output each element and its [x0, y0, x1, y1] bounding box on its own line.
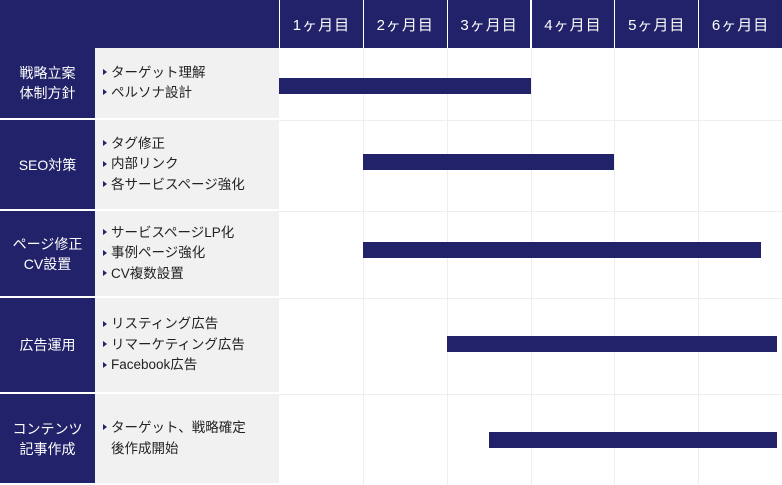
timeline-bar [362, 242, 762, 258]
grid-line-horizontal [279, 298, 782, 299]
triangle-bullet-icon [103, 320, 107, 327]
grid-line-horizontal [279, 211, 782, 212]
task-item: 内部リンク [103, 154, 279, 175]
phase-label: 広告運用 [0, 298, 95, 394]
task-item: Facebook広告 [103, 355, 279, 376]
triangle-bullet-icon [103, 140, 107, 147]
task-text: リマーケティング広告 [111, 336, 245, 352]
timeline-bar [279, 78, 531, 94]
triangle-bullet-icon [103, 229, 107, 236]
task-item: 事例ページ強化 [103, 243, 279, 264]
task-list: ターゲット、戦略確定 後作成開始 [95, 394, 279, 485]
task-text: Facebook広告 [111, 357, 198, 373]
task-item: CV複数設置 [103, 264, 279, 285]
task-list: リスティング広告リマーケティング広告 Facebook広告 [95, 298, 279, 394]
task-text: ペルソナ設計 [111, 85, 192, 100]
phase-label: 戦略立案 体制方針 [0, 48, 95, 120]
triangle-bullet-icon [103, 249, 107, 256]
task-text: 後作成開始 [111, 440, 179, 456]
triangle-bullet-icon [103, 270, 107, 277]
task-text: タグ修正 [111, 135, 165, 151]
triangle-bullet-icon [103, 181, 107, 188]
phase-label: コンテンツ 記事作成 [0, 394, 95, 485]
triangle-bullet-icon [103, 68, 107, 75]
task-item: ペルソナ設計 [103, 83, 279, 104]
month-header-5: 5ヶ月目 [614, 0, 699, 48]
triangle-bullet-icon [103, 160, 107, 167]
task-text: ターゲット理解 [111, 64, 206, 80]
task-item: リマーケティング広告 [103, 335, 279, 356]
task-item: サービスページLP化 [103, 223, 279, 244]
triangle-bullet-icon [103, 89, 107, 96]
task-item: 後作成開始 [103, 439, 279, 460]
month-header-2: 2ヶ月目 [362, 0, 447, 48]
month-header-3: 3ヶ月目 [446, 0, 531, 48]
timeline-bar [488, 432, 777, 448]
task-item: 各サービスページ強化 [103, 175, 279, 196]
grid-line-horizontal [279, 394, 782, 395]
task-item: タグ修正 [103, 134, 279, 155]
month-header-6: 6ヶ月目 [698, 0, 782, 48]
task-text: ターゲット、戦略確定 [111, 420, 246, 435]
task-item: リスティング広告 [103, 314, 279, 335]
triangle-bullet-icon [103, 361, 107, 368]
task-text: CV複数設置 [111, 265, 184, 281]
grid-line-vertical [446, 48, 448, 485]
timeline-bar [446, 336, 777, 352]
triangle-bullet-icon [103, 341, 107, 348]
grid-line-vertical [530, 48, 532, 485]
grid-line-vertical [614, 48, 616, 485]
phase-label: ページ修正 CV設置 [0, 211, 95, 298]
month-header-1: 1ヶ月目 [279, 0, 363, 48]
timeline-bar [362, 154, 615, 170]
grid-line-vertical [698, 48, 700, 485]
task-text: 各サービスページ強化 [111, 176, 245, 192]
task-list: ターゲット理解 ペルソナ設計 [95, 48, 279, 120]
month-header-4: 4ヶ月目 [530, 0, 615, 48]
task-item: ターゲット、戦略確定 [103, 418, 279, 439]
task-item: ターゲット理解 [103, 63, 279, 84]
phase-label: SEO対策 [0, 120, 95, 211]
header-corner [0, 0, 279, 48]
task-list: タグ修正内部リンク各サービスページ強化 [95, 120, 279, 211]
task-text: リスティング広告 [111, 316, 219, 332]
grid-line-horizontal [279, 120, 782, 121]
triangle-bullet-icon [103, 424, 107, 431]
task-text: サービスページLP化 [111, 224, 235, 240]
task-list: サービスページLP化 事例ページ強化 CV複数設置 [95, 211, 279, 298]
task-text: 内部リンク [111, 156, 179, 172]
task-text: 事例ページ強化 [111, 245, 206, 261]
grid-line-vertical [362, 48, 364, 485]
